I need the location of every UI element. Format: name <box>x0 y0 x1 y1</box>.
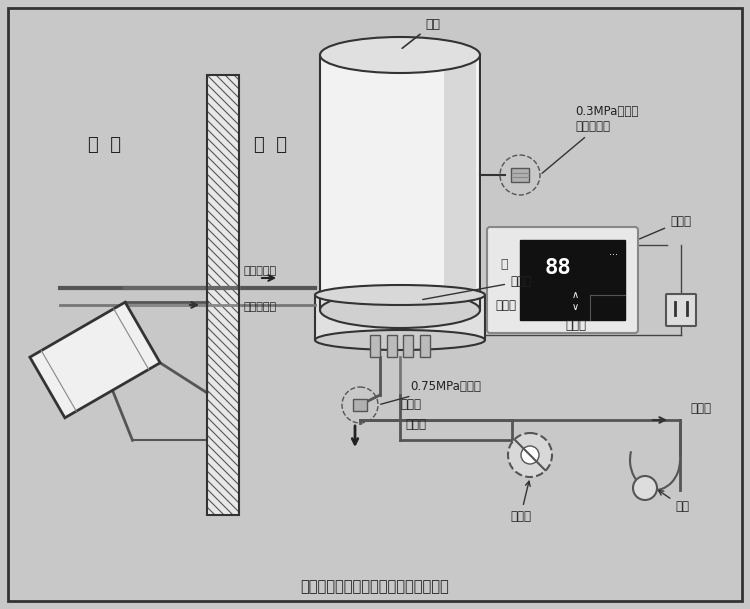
Polygon shape <box>30 302 160 418</box>
Text: 电源线: 电源线 <box>565 319 586 332</box>
Ellipse shape <box>320 292 480 328</box>
Text: 室  外: 室 外 <box>88 136 122 154</box>
Ellipse shape <box>315 330 485 350</box>
Bar <box>511 168 529 182</box>
Text: 循环进液管: 循环进液管 <box>244 266 278 276</box>
Text: 循环出液管: 循环出液管 <box>244 302 278 312</box>
Bar <box>353 399 367 411</box>
Bar <box>207 75 239 515</box>
Text: ∨: ∨ <box>572 302 578 312</box>
Bar <box>387 335 397 357</box>
Bar <box>370 335 380 357</box>
Text: 热水管: 热水管 <box>405 418 426 431</box>
Text: 线控器: 线控器 <box>640 215 691 239</box>
Text: ⏻: ⏻ <box>500 258 508 272</box>
Text: 集热循环系统连接示意图（仅供参考）: 集热循环系统连接示意图（仅供参考） <box>301 580 449 594</box>
Ellipse shape <box>315 285 485 305</box>
Text: 喷头: 喷头 <box>658 490 689 513</box>
Text: 维修盖: 维修盖 <box>423 275 531 300</box>
Text: 冷水管: 冷水管 <box>400 398 421 411</box>
Text: 自来水: 自来水 <box>690 402 711 415</box>
FancyBboxPatch shape <box>666 294 696 326</box>
Text: ...: ... <box>608 247 617 257</box>
Text: 0.75MPa安全阀: 0.75MPa安全阀 <box>381 380 481 404</box>
Bar <box>420 335 430 357</box>
Text: 室  内: 室 内 <box>254 136 286 154</box>
Bar <box>520 240 625 320</box>
Text: 0.3MPa安全阀
（注液口）: 0.3MPa安全阀 （注液口） <box>542 105 638 173</box>
Text: 信号线: 信号线 <box>495 299 516 312</box>
Circle shape <box>633 476 657 500</box>
Bar <box>207 75 239 515</box>
Ellipse shape <box>320 37 480 73</box>
Text: ∧: ∧ <box>572 290 578 300</box>
Bar <box>444 55 476 310</box>
Circle shape <box>521 446 539 464</box>
Text: 88: 88 <box>544 258 572 278</box>
Text: 混合阀: 混合阀 <box>510 481 531 523</box>
FancyBboxPatch shape <box>487 227 638 333</box>
Circle shape <box>508 433 552 477</box>
Text: 水箱: 水箱 <box>402 18 440 48</box>
Bar <box>403 335 413 357</box>
